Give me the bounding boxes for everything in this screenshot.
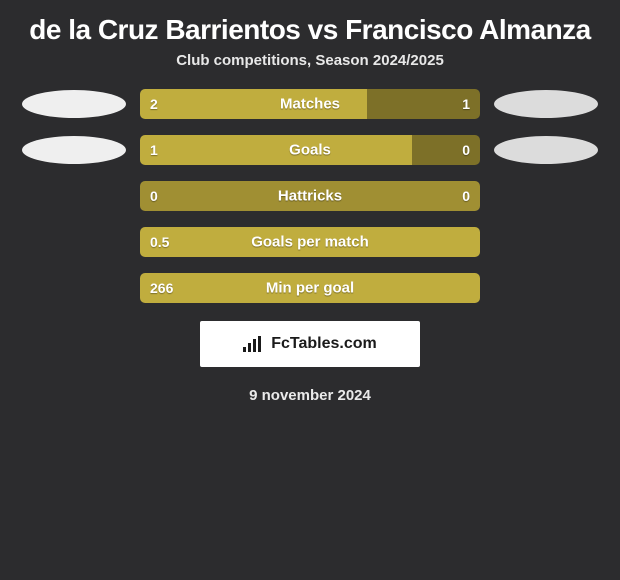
stat-row: Matches 2 1: [0, 89, 620, 119]
stat-value-right: 0: [462, 188, 470, 204]
date-text: 9 november 2024: [0, 387, 620, 404]
stat-bar: Hattricks 0 0: [140, 181, 480, 211]
chart-icon: [243, 336, 265, 352]
stat-label: Matches: [280, 96, 340, 113]
player-right-badge: [494, 90, 598, 118]
stat-value-right: 1: [462, 96, 470, 112]
stat-row: Min per goal 266: [0, 273, 620, 303]
stat-value-left: 1: [150, 142, 158, 158]
stat-bar: Min per goal 266: [140, 273, 480, 303]
stat-value-left: 0.5: [150, 234, 169, 250]
stat-bar: Goals 1 0: [140, 135, 480, 165]
stat-bar: Goals per match 0.5: [140, 227, 480, 257]
subtitle: Club competitions, Season 2024/2025: [0, 52, 620, 89]
stat-label: Hattricks: [278, 188, 342, 205]
bar-segment-left: [140, 135, 412, 165]
page-title: de la Cruz Barrientos vs Francisco Alman…: [0, 0, 620, 52]
player-left-badge: [22, 90, 126, 118]
stat-bar: Matches 2 1: [140, 89, 480, 119]
stats-container: Matches 2 1 Goals 1 0 Hattricks 0 0 Goals per mat…: [0, 89, 620, 303]
stat-row: Goals 1 0: [0, 135, 620, 165]
stat-row: Goals per match 0.5: [0, 227, 620, 257]
player-right-badge: [494, 136, 598, 164]
stat-row: Hattricks 0 0: [0, 181, 620, 211]
stat-value-left: 2: [150, 96, 158, 112]
stat-label: Min per goal: [266, 280, 354, 297]
stat-label: Goals per match: [251, 234, 369, 251]
brand-box[interactable]: FcTables.com: [200, 321, 420, 367]
brand-text: FcTables.com: [271, 335, 377, 353]
stat-value-right: 0: [462, 142, 470, 158]
stat-value-left: 266: [150, 280, 173, 296]
player-left-badge: [22, 136, 126, 164]
stat-label: Goals: [289, 142, 331, 159]
stat-value-left: 0: [150, 188, 158, 204]
